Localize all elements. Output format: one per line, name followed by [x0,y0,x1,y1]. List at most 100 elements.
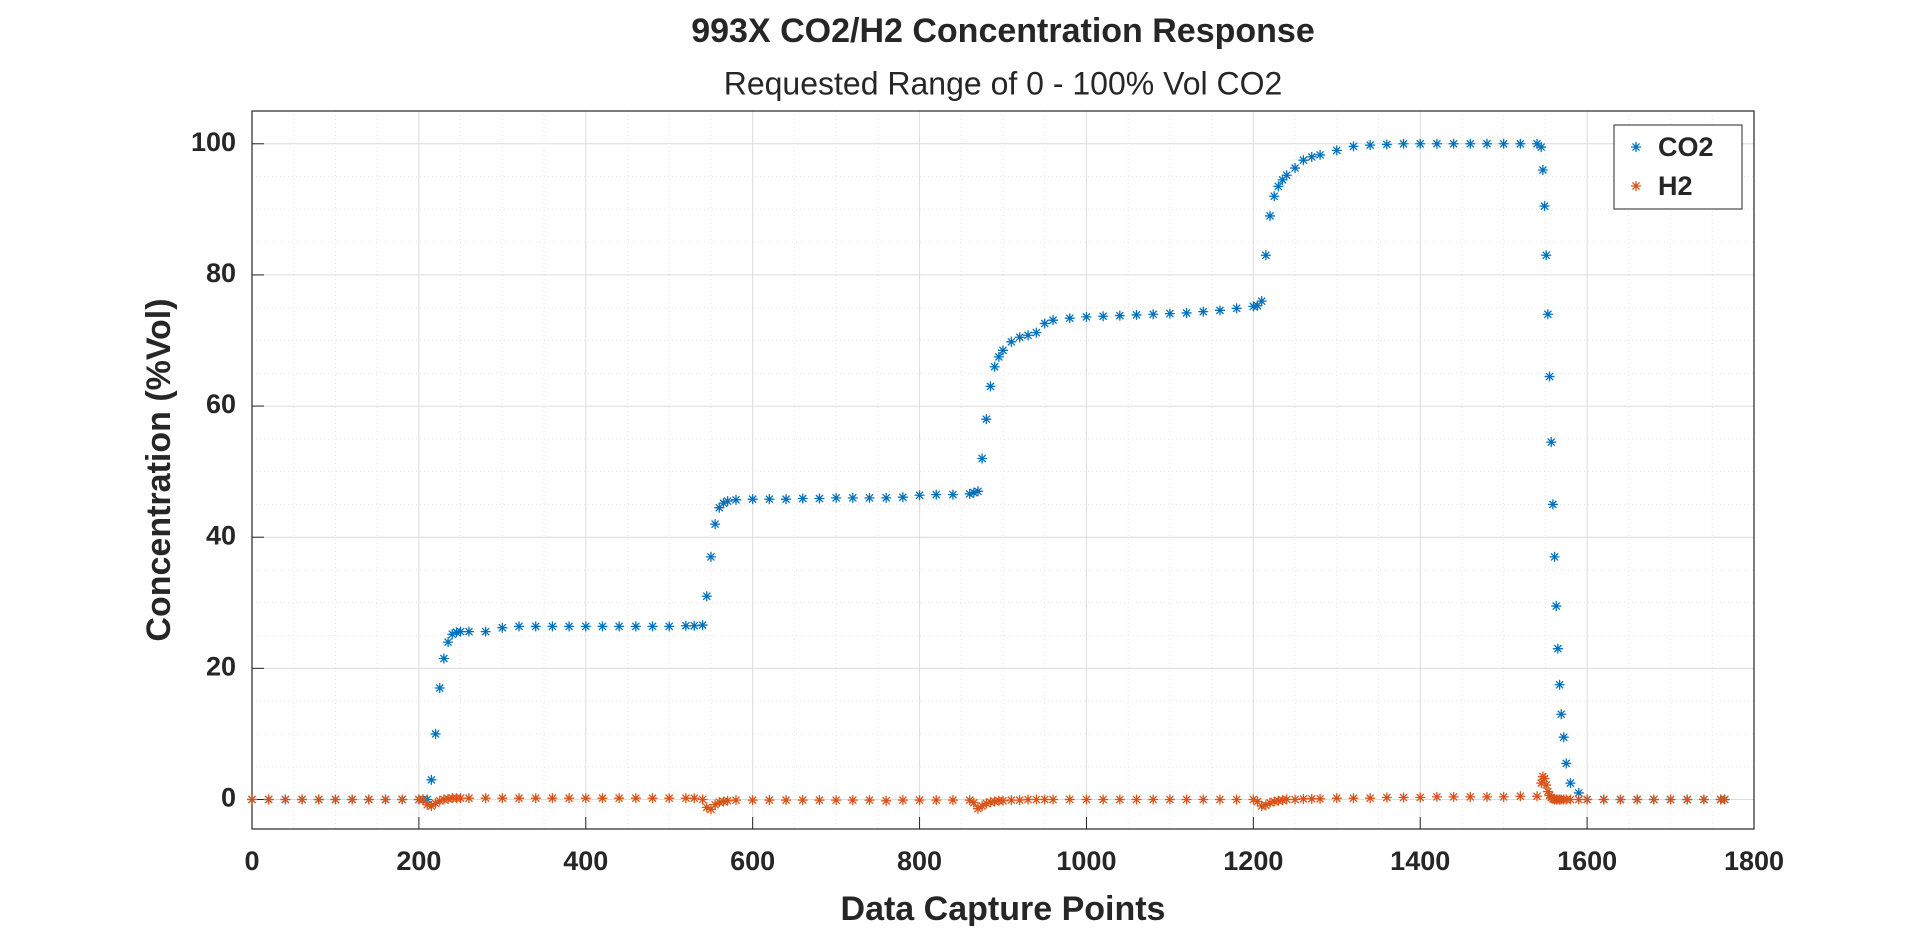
y-tick-label: 40 [206,520,236,550]
data-point [710,799,721,810]
data-point [438,653,449,664]
data-point [455,793,466,804]
data-point [1615,794,1626,805]
data-point [480,793,491,804]
data-point [781,494,792,505]
data-point [989,796,1000,807]
data-point [1515,138,1526,149]
data-point [914,795,925,806]
data-point [972,486,983,497]
data-point [363,794,374,805]
data-point [1031,327,1042,338]
data-point [397,794,408,805]
data-point [864,492,875,503]
data-point [647,621,658,632]
data-point [530,621,541,632]
data-point [1381,139,1392,150]
data-point [689,793,700,804]
data-point [1273,795,1284,806]
data-point [418,794,429,805]
data-point [1214,794,1225,805]
data-point [1306,793,1317,804]
data-point [1515,791,1526,802]
y-tick-label: 80 [206,258,236,288]
data-point [714,502,725,513]
data-point [1539,773,1550,784]
data-point [1532,138,1543,149]
data-point [630,621,641,632]
data-point [797,795,808,806]
data-point [630,793,641,804]
x-tick-label: 600 [730,846,775,876]
data-point [1023,794,1034,805]
data-point [897,492,908,503]
data-point [1539,201,1550,212]
data-point [981,798,992,809]
data-point [614,621,625,632]
data-point [1181,307,1192,318]
data-point [1064,794,1075,805]
data-point [564,793,575,804]
plot-frame [251,110,1755,830]
data-point [847,795,858,806]
data-point [1481,138,1492,149]
data-point [497,622,508,633]
data-point [1431,791,1442,802]
data-point [697,794,708,805]
x-tick-label: 0 [244,846,259,876]
data-point [347,794,358,805]
data-point [1682,794,1693,805]
data-point [1348,141,1359,152]
x-tick-label: 1800 [1724,846,1784,876]
data-point [1544,371,1555,382]
data-point [881,492,892,503]
data-point [480,626,491,637]
data-point [1315,149,1326,160]
data-point [1398,138,1409,149]
data-point [1269,191,1280,202]
data-point [1281,794,1292,805]
data-point [597,621,608,632]
data-point [434,795,445,806]
data-point [1281,170,1292,181]
data-point [443,637,454,648]
data-point [701,591,712,602]
data-point [422,799,433,810]
data-point [722,496,733,507]
data-point [1331,145,1342,156]
data-point [931,489,942,500]
data-point [831,795,842,806]
data-point [647,793,658,804]
data-point [1277,174,1288,185]
data-point [1131,794,1142,805]
data-point [1098,311,1109,322]
data-point [781,795,792,806]
data-point [701,802,712,813]
data-point [330,794,341,805]
data-point [947,489,958,500]
data-point [463,626,474,637]
data-point [438,794,449,805]
data-point [1558,732,1569,743]
data-point [1260,250,1271,261]
x-tick-label: 1200 [1223,846,1283,876]
y-tick-label: 20 [206,651,236,681]
data-point [1498,791,1509,802]
data-point [447,629,458,640]
data-point [1665,794,1676,805]
data-point [985,797,996,808]
data-point [1719,794,1730,805]
x-tick-label: 1600 [1557,846,1617,876]
data-point [1148,309,1159,320]
data-point [1298,155,1309,166]
data-point [1598,794,1609,805]
data-point [1556,709,1567,720]
data-point [1306,151,1317,162]
data-point [614,793,625,804]
data-point [1541,780,1552,791]
data-point [714,797,725,808]
x-tick-label: 400 [563,846,608,876]
data-point [1565,778,1576,789]
chart-subtitle: Requested Range of 0 - 100% Vol CO2 [724,65,1283,101]
data-point [580,793,591,804]
